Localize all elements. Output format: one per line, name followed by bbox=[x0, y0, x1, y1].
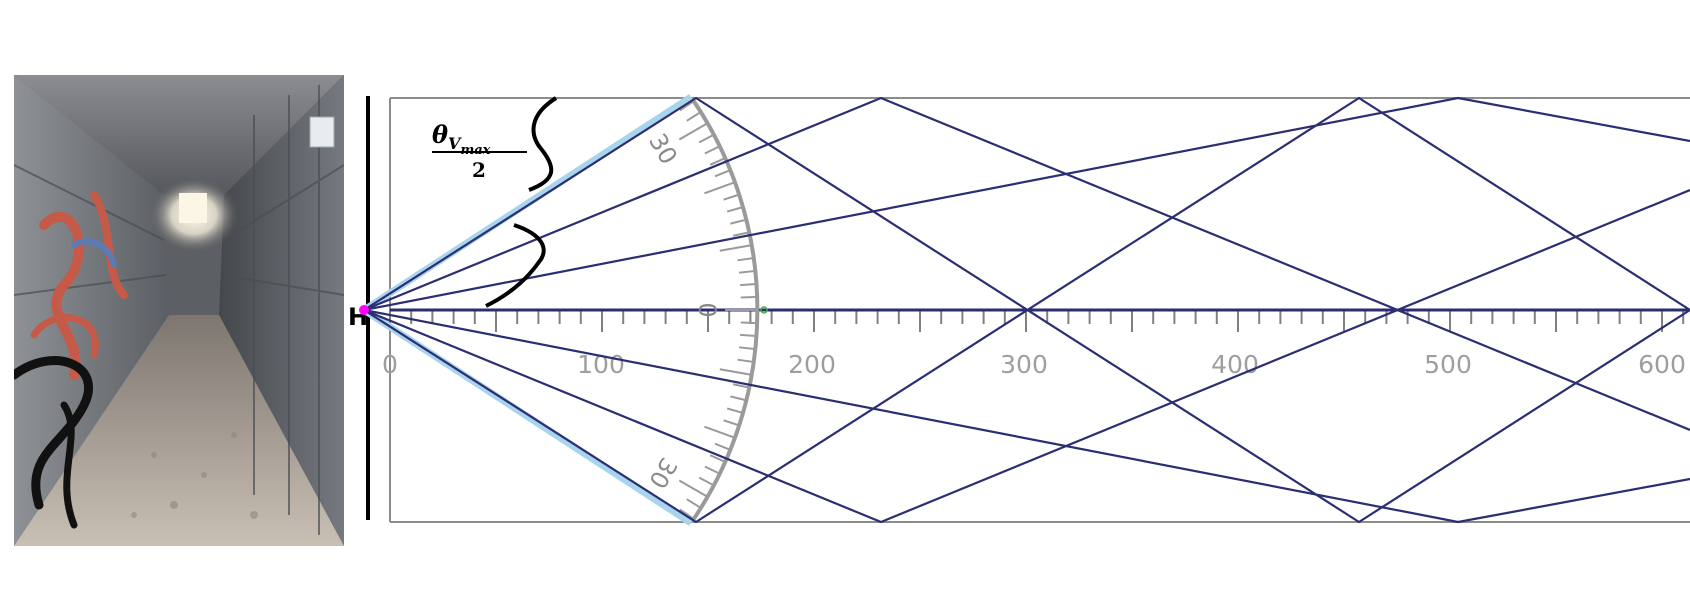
axis-label-600: 600 bbox=[1638, 350, 1686, 379]
protractor-label-top: 30 bbox=[643, 129, 683, 169]
protractor-tick bbox=[704, 425, 737, 440]
protractor-tick bbox=[730, 395, 749, 402]
protractor-tick bbox=[730, 218, 749, 225]
protractor-tick bbox=[723, 419, 741, 427]
axis-label-500: 500 bbox=[1424, 350, 1472, 379]
protractor-tick bbox=[714, 442, 733, 452]
light-source-point bbox=[359, 305, 369, 315]
protractor-tick bbox=[737, 256, 756, 262]
ray-diagram: H 0 100 200 300 400 500 600 30 0 30 θVma… bbox=[348, 94, 1690, 526]
protractor-tick bbox=[704, 180, 737, 195]
range-marker bbox=[760, 306, 768, 314]
ray-10deg-down bbox=[363, 308, 1690, 524]
angle-annotation: θVmax 2 bbox=[432, 96, 558, 308]
tunnel-left-wall bbox=[14, 75, 169, 546]
reflected-rays bbox=[363, 96, 1690, 524]
protractor-tick bbox=[732, 383, 752, 389]
axis-label-200: 200 bbox=[788, 350, 836, 379]
protractor-tick bbox=[704, 144, 722, 155]
wall-lamp bbox=[309, 116, 335, 148]
protractor-tick bbox=[740, 333, 759, 338]
protractor-tick bbox=[679, 508, 696, 521]
protractor-tick bbox=[686, 498, 703, 510]
ray-10deg-up bbox=[363, 96, 1690, 312]
axis-label-400: 400 bbox=[1211, 350, 1259, 379]
protractor-tick bbox=[732, 231, 752, 237]
graffiti bbox=[14, 191, 128, 529]
protractor-tick bbox=[704, 465, 722, 476]
protractor-ticks bbox=[678, 99, 759, 521]
protractor-tick bbox=[709, 156, 727, 166]
axis-label-0: 0 bbox=[382, 350, 398, 379]
protractor-tick bbox=[738, 269, 758, 274]
protractor-tick bbox=[726, 205, 745, 213]
protractor-tick bbox=[737, 358, 756, 364]
protractor-tick bbox=[678, 121, 710, 141]
protractor-tick bbox=[726, 407, 745, 415]
protractor-tick bbox=[738, 346, 758, 351]
protractor-tick bbox=[698, 133, 716, 144]
protractor-label-middle: 0 bbox=[693, 302, 721, 317]
ray-20deg-up bbox=[363, 96, 1690, 432]
protractor-tick bbox=[698, 476, 716, 487]
tunnel-floor bbox=[14, 315, 344, 546]
tunnel-photo bbox=[14, 75, 344, 546]
angle-label-theta: θVmax bbox=[432, 120, 491, 158]
angle-label-denominator: 2 bbox=[472, 158, 486, 182]
distance-axis-ticks bbox=[389, 310, 1685, 332]
protractor-tick bbox=[679, 99, 696, 112]
tunnel-ceiling bbox=[14, 75, 344, 195]
ray-20deg-down bbox=[363, 188, 1690, 524]
axis-label-100: 100 bbox=[577, 350, 625, 379]
distance-axis-labels: 0 100 200 300 400 500 600 bbox=[382, 350, 1686, 379]
protractor-tick bbox=[719, 368, 754, 377]
tunnel-right-wall bbox=[219, 75, 344, 546]
angle-brace-lower bbox=[485, 223, 546, 308]
axis-label-300: 300 bbox=[1000, 350, 1048, 379]
protractor-tick bbox=[723, 193, 741, 201]
protractor-tick bbox=[678, 479, 710, 499]
protractor-label-bottom: 30 bbox=[643, 453, 683, 493]
protractor-tick bbox=[686, 110, 703, 122]
protractor-tick bbox=[740, 282, 759, 287]
angle-brace-upper bbox=[528, 96, 558, 192]
protractor-tick bbox=[740, 321, 759, 325]
protractor-tick bbox=[709, 454, 727, 464]
protractor-tick bbox=[719, 243, 754, 252]
protractor-tick bbox=[714, 168, 733, 178]
ray-35deg-down bbox=[363, 96, 1690, 524]
protractor-tick bbox=[740, 295, 759, 299]
